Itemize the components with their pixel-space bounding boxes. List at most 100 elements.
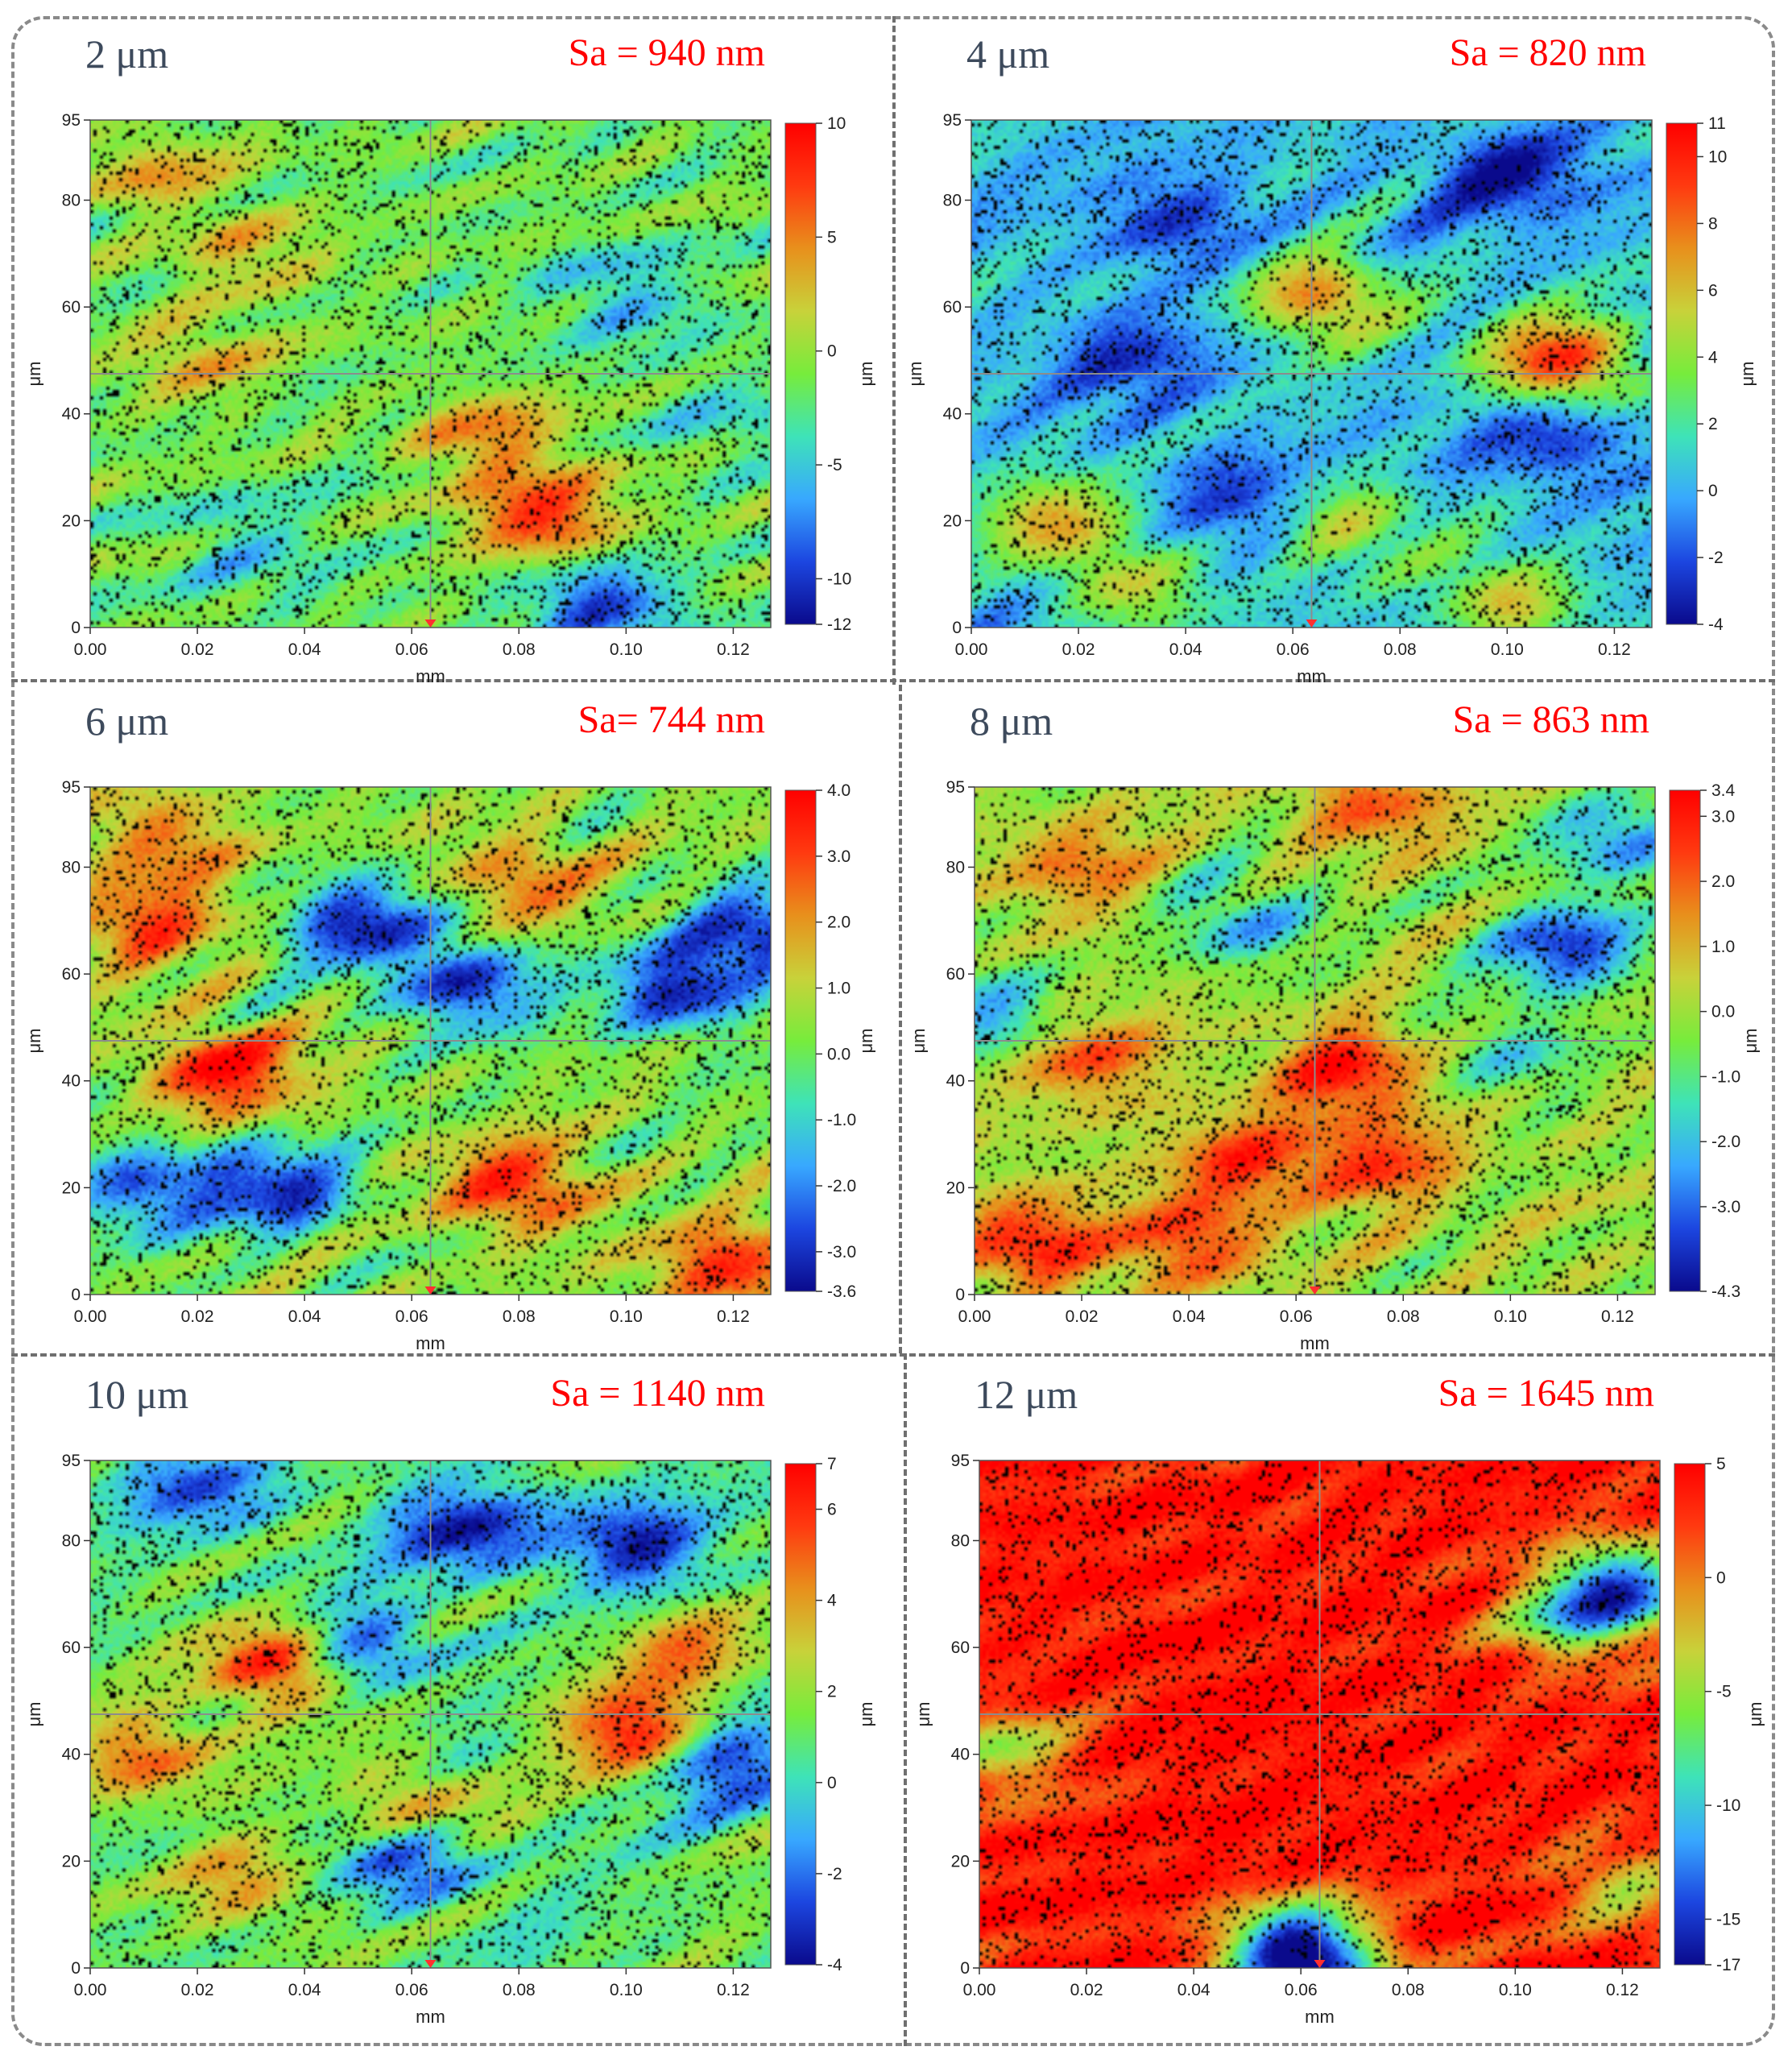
colorbar-tick-label: 8 <box>1708 214 1718 233</box>
colorbar-tick-label: 3.4 <box>1711 781 1736 800</box>
colorbar-tick-label: 1.0 <box>1711 938 1735 956</box>
x-tick-label: 0.08 <box>503 640 536 659</box>
x-tick-label: 0.10 <box>610 1307 643 1326</box>
crosshair-marker <box>1309 1286 1321 1295</box>
x-tick-label: 0.04 <box>288 1981 321 1999</box>
colorbar-tick-label: 7 <box>827 1455 837 1473</box>
x-tick-label: 0.04 <box>1169 640 1202 659</box>
colorbar-tick-label: 0 <box>1716 1568 1726 1587</box>
colorbar-label: μm <box>856 1028 876 1053</box>
x-axis-label: mm <box>1300 1333 1330 1353</box>
x-axis-label: mm <box>416 666 445 686</box>
sa-value-label: Sa = 940 nm <box>568 31 765 74</box>
y-tick-label: 20 <box>951 1852 970 1870</box>
x-tick-label: 0.12 <box>717 1981 750 1999</box>
y-tick-label: 40 <box>946 1072 965 1091</box>
colorbar-tick-label: 0.0 <box>827 1045 850 1063</box>
heatmap-chart: 0.00 0.02 0.04 0.06 0.08 0.10 0.12mm0204060809… <box>24 778 876 1353</box>
colorbar-tick-label: 5 <box>827 228 837 246</box>
colorbar-tick-label: 10 <box>827 114 846 133</box>
sa-value-label: Sa = 820 nm <box>1449 31 1646 74</box>
colorbar-tick-label: 2.0 <box>1711 872 1735 891</box>
x-tick-label: 0.00 <box>74 640 107 659</box>
x-tick-label: 0.02 <box>181 1307 214 1326</box>
x-tick-label: 0.06 <box>1285 1981 1318 1999</box>
vertical-divider-middle <box>899 685 902 1353</box>
x-tick-label: 0.10 <box>610 1981 643 1999</box>
x-axis-label: mm <box>1305 2007 1335 2027</box>
x-tick-label: 0.06 <box>1277 640 1310 659</box>
colorbar-tick-label: 6 <box>1708 281 1718 300</box>
y-axis-label: μm <box>913 1701 933 1726</box>
vertical-divider-bottom <box>904 1353 907 2046</box>
x-tick-label: 0.06 <box>395 1981 428 1999</box>
colorbar-tick-label: -2 <box>1708 549 1724 567</box>
vertical-divider-top <box>892 16 896 685</box>
plot-frame <box>89 1460 772 1969</box>
colorbar-label: μm <box>1740 1028 1761 1053</box>
y-tick-label: 80 <box>951 1531 970 1550</box>
y-tick-label: 95 <box>62 1452 81 1470</box>
x-tick-label: 0.12 <box>717 640 750 659</box>
colorbar-tick-label: 4 <box>1708 348 1718 367</box>
y-tick-label: 80 <box>62 858 81 876</box>
colorbar-tick-label: 4 <box>827 1592 837 1610</box>
y-tick-label: 40 <box>951 1746 970 1764</box>
colorbar-tick-label: 0 <box>827 342 837 361</box>
heatmap-chart: 0.00 0.02 0.04 0.06 0.08 0.10 0.12mm0204060809… <box>913 1452 1765 2027</box>
colorbar-tick-label: 5 <box>1716 1455 1726 1473</box>
x-tick-label: 0.12 <box>1598 640 1631 659</box>
colorbar-label: μm <box>1745 1701 1765 1726</box>
y-tick-label: 60 <box>946 965 965 984</box>
colorbar <box>1674 1463 1706 1966</box>
y-tick-label: 20 <box>62 512 81 530</box>
sa-value-label: Sa= 744 nm <box>577 698 765 741</box>
colorbar-tick-label: -2.0 <box>1711 1133 1740 1151</box>
horizontal-divider-1 <box>11 679 1775 682</box>
crosshair-marker <box>424 1286 437 1295</box>
y-axis-label: μm <box>905 361 925 386</box>
x-tick-label: 0.12 <box>1606 1981 1639 1999</box>
x-tick-label: 0.02 <box>181 640 214 659</box>
heatmap-chart: 0.00 0.02 0.04 0.06 0.08 0.10 0.12mm0204060809… <box>24 111 876 686</box>
y-tick-label: 40 <box>943 405 962 424</box>
x-axis-label: mm <box>416 1333 445 1353</box>
y-tick-label: 95 <box>62 111 81 130</box>
x-tick-label: 0.00 <box>963 1981 996 1999</box>
y-tick-label: 60 <box>62 1638 81 1657</box>
sa-value-label: Sa = 863 nm <box>1452 698 1649 741</box>
x-tick-label: 0.04 <box>1173 1307 1206 1326</box>
colorbar <box>784 122 817 625</box>
x-tick-label: 0.02 <box>181 1981 214 1999</box>
y-tick-label: 95 <box>943 111 962 130</box>
colorbar-tick-label: 0 <box>1708 482 1718 500</box>
colorbar-tick-label: -1.0 <box>827 1111 856 1129</box>
colorbar-tick-label: 0 <box>827 1774 837 1792</box>
y-tick-label: 0 <box>952 619 962 637</box>
x-tick-label: 0.08 <box>1387 1307 1420 1326</box>
colorbar-label: μm <box>856 1701 876 1726</box>
x-tick-label: 0.04 <box>1177 1981 1211 1999</box>
y-tick-label: 95 <box>62 778 81 797</box>
panel-title: 4 μm <box>966 31 1050 77</box>
x-tick-label: 0.08 <box>1384 640 1417 659</box>
colorbar-tick-label: 6 <box>827 1501 837 1519</box>
x-tick-label: 0.06 <box>395 640 428 659</box>
crosshair-marker <box>1306 619 1318 628</box>
colorbar-tick-label: -10 <box>827 570 851 588</box>
heatmap-chart: 0.00 0.02 0.04 0.06 0.08 0.10 0.12mm0204060809… <box>905 111 1757 686</box>
x-tick-label: 0.08 <box>503 1307 536 1326</box>
y-tick-label: 0 <box>71 1286 81 1304</box>
x-tick-label: 0.00 <box>955 640 988 659</box>
y-tick-label: 60 <box>62 298 81 317</box>
colorbar <box>784 1463 817 1966</box>
y-tick-label: 40 <box>62 1072 81 1091</box>
y-tick-label: 60 <box>951 1638 970 1657</box>
colorbar-tick-label: -4 <box>1708 615 1724 634</box>
panel-4: 8 μm Sa = 863 nm 0.00 0.02 0.04 0.06 0.08 0.10 0… <box>900 686 1761 1353</box>
y-tick-label: 80 <box>943 191 962 209</box>
y-tick-label: 95 <box>946 778 965 797</box>
colorbar-tick-label: 11 <box>1708 114 1726 133</box>
y-tick-label: 60 <box>62 965 81 984</box>
panel-1: 2 μm Sa = 940 nm 0.00 0.02 0.04 0.06 0.08 0.10 0… <box>16 19 876 686</box>
